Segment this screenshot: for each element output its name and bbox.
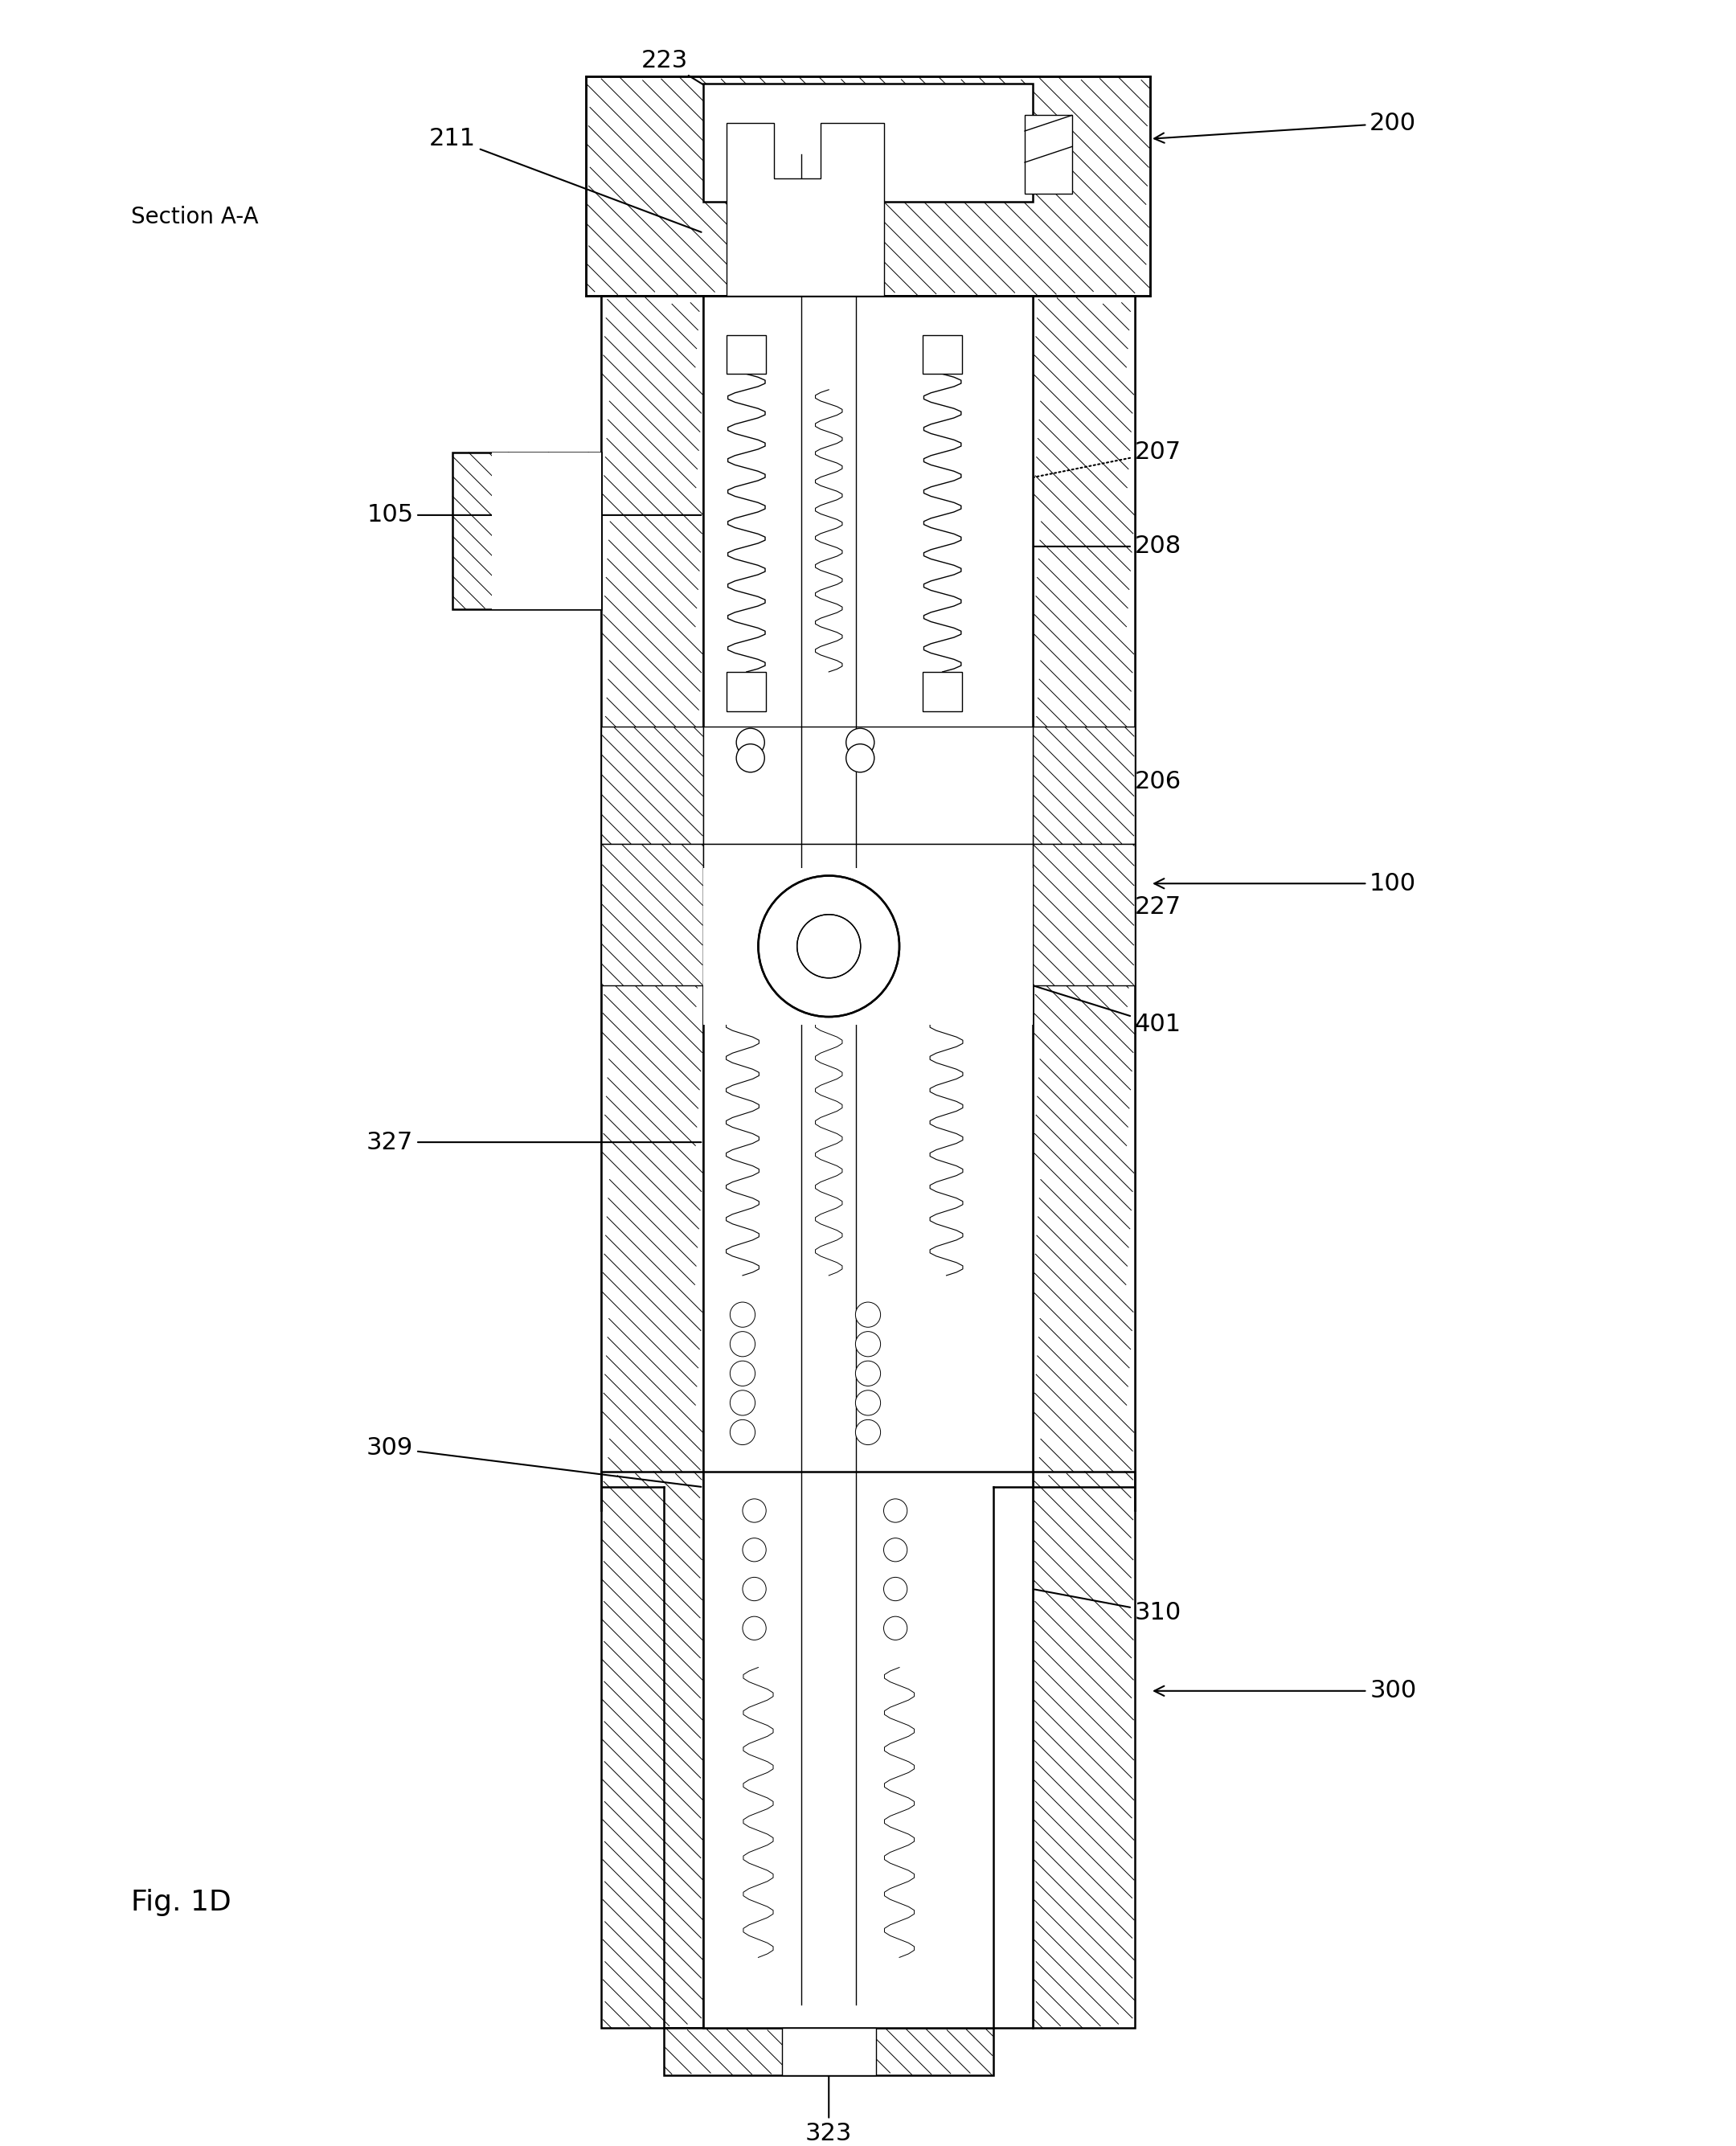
Circle shape — [759, 876, 899, 1017]
Text: 100: 100 — [1154, 871, 1417, 895]
Text: 401: 401 — [1035, 987, 1180, 1037]
Bar — [924, 335, 962, 373]
Text: 327: 327 — [366, 1131, 701, 1155]
Circle shape — [743, 1539, 766, 1562]
Circle shape — [731, 1361, 755, 1386]
Text: 207: 207 — [963, 440, 1180, 491]
Circle shape — [856, 1331, 880, 1356]
Text: 211: 211 — [429, 127, 701, 232]
PathPatch shape — [1033, 1472, 1135, 2028]
PathPatch shape — [665, 2028, 993, 2075]
PathPatch shape — [1033, 727, 1135, 843]
PathPatch shape — [601, 296, 703, 1511]
Polygon shape — [781, 2028, 877, 2075]
Circle shape — [736, 745, 764, 773]
Text: 310: 310 — [1035, 1590, 1180, 1625]
Text: 223: 223 — [641, 49, 826, 161]
Circle shape — [731, 1303, 755, 1326]
Text: 309: 309 — [366, 1436, 701, 1487]
Text: 200: 200 — [1154, 112, 1417, 144]
Text: 227: 227 — [901, 895, 1180, 918]
Circle shape — [797, 914, 861, 979]
Polygon shape — [703, 843, 1033, 985]
Circle shape — [731, 1391, 755, 1416]
Text: 323: 323 — [806, 2030, 852, 2146]
PathPatch shape — [585, 75, 1151, 296]
Circle shape — [884, 1616, 908, 1640]
Circle shape — [743, 1577, 766, 1601]
PathPatch shape — [601, 843, 703, 985]
PathPatch shape — [601, 1472, 703, 2028]
Text: 206: 206 — [1035, 770, 1180, 794]
Circle shape — [856, 1303, 880, 1326]
PathPatch shape — [453, 453, 601, 609]
Circle shape — [845, 745, 875, 773]
Circle shape — [731, 1331, 755, 1356]
Bar — [727, 335, 766, 373]
Circle shape — [884, 1539, 908, 1562]
Polygon shape — [703, 296, 1033, 1511]
Polygon shape — [491, 453, 601, 609]
Circle shape — [856, 1361, 880, 1386]
Text: Section A-A: Section A-A — [132, 206, 259, 227]
Circle shape — [743, 1498, 766, 1522]
Text: 300: 300 — [1154, 1680, 1417, 1702]
PathPatch shape — [1033, 296, 1135, 1511]
Polygon shape — [703, 1472, 1033, 2028]
Text: 105: 105 — [366, 504, 701, 526]
Circle shape — [884, 1577, 908, 1601]
Circle shape — [884, 1498, 908, 1522]
Polygon shape — [703, 727, 1033, 843]
Bar — [924, 672, 962, 710]
Text: 208: 208 — [847, 534, 1180, 558]
Circle shape — [731, 1421, 755, 1444]
Circle shape — [736, 727, 764, 758]
Circle shape — [856, 1421, 880, 1444]
PathPatch shape — [601, 727, 703, 843]
Polygon shape — [703, 867, 1033, 1024]
Text: Fig. 1D: Fig. 1D — [132, 1888, 231, 1916]
Polygon shape — [727, 122, 884, 296]
Bar — [1024, 116, 1071, 193]
Circle shape — [743, 1616, 766, 1640]
Circle shape — [845, 727, 875, 758]
PathPatch shape — [1033, 843, 1135, 985]
Circle shape — [856, 1391, 880, 1416]
Polygon shape — [703, 84, 1033, 202]
Bar — [727, 672, 766, 710]
